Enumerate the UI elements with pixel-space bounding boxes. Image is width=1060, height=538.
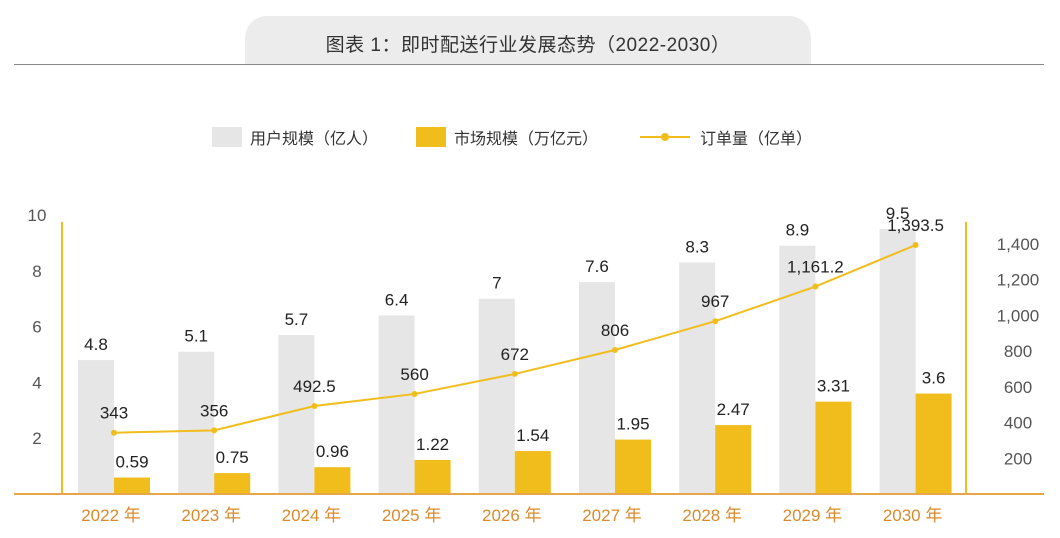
user-scale-value-label: 4.8 <box>84 335 108 354</box>
user-scale-value-label: 8.3 <box>685 237 709 256</box>
market-scale-bar <box>414 459 451 494</box>
market-scale-bar <box>715 425 752 494</box>
left-axis-tick-label: 4 <box>32 373 41 392</box>
category-label: 2030 年 <box>883 506 943 525</box>
order-volume-value-label: 560 <box>400 365 428 384</box>
legend-item-user-scale: 用户规模（亿人） <box>212 124 378 150</box>
right-axis-tick-label: 800 <box>1004 342 1032 361</box>
category-label: 2024 年 <box>282 506 342 525</box>
order-volume-value-label: 356 <box>200 401 228 420</box>
legend-dot-order-volume <box>661 133 669 141</box>
order-volume-point <box>411 390 418 397</box>
market-scale-bar <box>214 473 251 494</box>
right-axis-tick-label: 1,000 <box>997 306 1040 325</box>
legend-label-user-scale: 用户规模（亿人） <box>250 131 379 148</box>
chart-title: 图表 1：即时配送行业发展态势（2022-2030） <box>325 35 731 56</box>
market-scale-value-label: 3.31 <box>817 377 850 396</box>
order-volume-value-label: 967 <box>701 292 729 311</box>
market-scale-bar <box>514 451 551 494</box>
market-scale-bar <box>915 393 952 494</box>
user-scale-bar <box>278 334 315 494</box>
left-axis-tick-label: 2 <box>32 429 41 448</box>
left-axis-tick-label: 10 <box>28 206 47 225</box>
market-scale-value-label: 0.75 <box>216 448 249 467</box>
order-volume-point <box>211 427 218 434</box>
category-label: 2026 年 <box>482 506 542 525</box>
right-axis-tick-label: 400 <box>1004 414 1032 433</box>
market-scale-value-label: 1.95 <box>616 415 649 434</box>
order-volume-point <box>511 370 518 377</box>
user-scale-bar <box>879 228 916 494</box>
left-axis-tick-label: 8 <box>32 262 41 281</box>
order-volume-value-label: 672 <box>501 345 529 364</box>
order-volume-value-label: 343 <box>100 404 128 423</box>
category-label: 2022 年 <box>81 506 141 525</box>
legend-swatch-market-scale <box>416 127 446 147</box>
right-axis-tick-label: 200 <box>1004 449 1032 468</box>
order-volume-value-label: 806 <box>601 321 629 340</box>
right-axis-tick-label: 600 <box>1004 378 1032 397</box>
user-scale-bar <box>378 315 415 494</box>
right-axis-tick-label: 1,400 <box>997 235 1040 254</box>
title-divider <box>14 64 1044 65</box>
market-scale-bar <box>314 467 351 494</box>
category-label: 2025 年 <box>382 506 442 525</box>
legend-item-order-volume: 订单量（亿单） <box>640 124 812 150</box>
right-axis-tick-label: 1,200 <box>997 271 1040 290</box>
legend-item-market-scale: 市场规模（万亿元） <box>416 124 598 150</box>
order-volume-point <box>111 429 117 436</box>
user-scale-bar <box>579 281 615 494</box>
market-scale-bar <box>815 401 852 494</box>
market-scale-value-label: 3.6 <box>922 369 946 388</box>
market-scale-bar <box>114 477 150 494</box>
order-volume-point <box>712 318 719 325</box>
market-scale-value-label: 0.96 <box>316 442 349 461</box>
category-label: 2029 年 <box>783 506 843 525</box>
market-scale-bar <box>615 439 651 494</box>
order-volume-point <box>311 403 318 410</box>
order-volume-value-label: 1,161.2 <box>787 258 844 277</box>
user-scale-bar <box>478 298 515 494</box>
market-scale-value-label: 1.22 <box>416 435 449 454</box>
left-axis-tick-label: 6 <box>32 318 41 337</box>
legend-label-order-volume: 订单量（亿单） <box>700 131 813 148</box>
user-scale-value-label: 8.9 <box>786 221 810 240</box>
user-scale-value-label: 7 <box>492 274 501 293</box>
market-scale-value-label: 0.59 <box>115 453 148 472</box>
legend-line-order-volume <box>640 133 690 141</box>
category-label: 2023 年 <box>181 506 241 525</box>
user-scale-value-label: 5.1 <box>184 327 208 346</box>
category-label: 2027 年 <box>582 506 642 525</box>
chart-title-tab: 图表 1：即时配送行业发展态势（2022-2030） <box>245 16 811 64</box>
legend-swatch-user-scale <box>212 127 242 147</box>
category-label: 2028 年 <box>682 506 742 525</box>
user-scale-value-label: 5.7 <box>285 310 309 329</box>
order-volume-point <box>812 283 819 290</box>
user-scale-bar <box>78 360 114 494</box>
user-scale-bar <box>679 262 716 494</box>
user-scale-value-label: 9.5 <box>886 204 910 223</box>
user-scale-bar <box>779 245 816 494</box>
order-volume-value-label: 492.5 <box>293 377 336 396</box>
order-volume-point <box>612 346 618 353</box>
user-scale-bar <box>178 351 215 494</box>
order-volume-point <box>912 242 919 249</box>
user-scale-value-label: 7.6 <box>585 257 609 276</box>
market-scale-value-label: 1.54 <box>516 426 549 445</box>
legend-label-market-scale: 市场规模（万亿元） <box>454 131 599 148</box>
user-scale-value-label: 6.4 <box>385 290 409 309</box>
order-volume-value-label: 1,393.5 <box>887 216 944 235</box>
market-scale-value-label: 2.47 <box>717 400 750 419</box>
